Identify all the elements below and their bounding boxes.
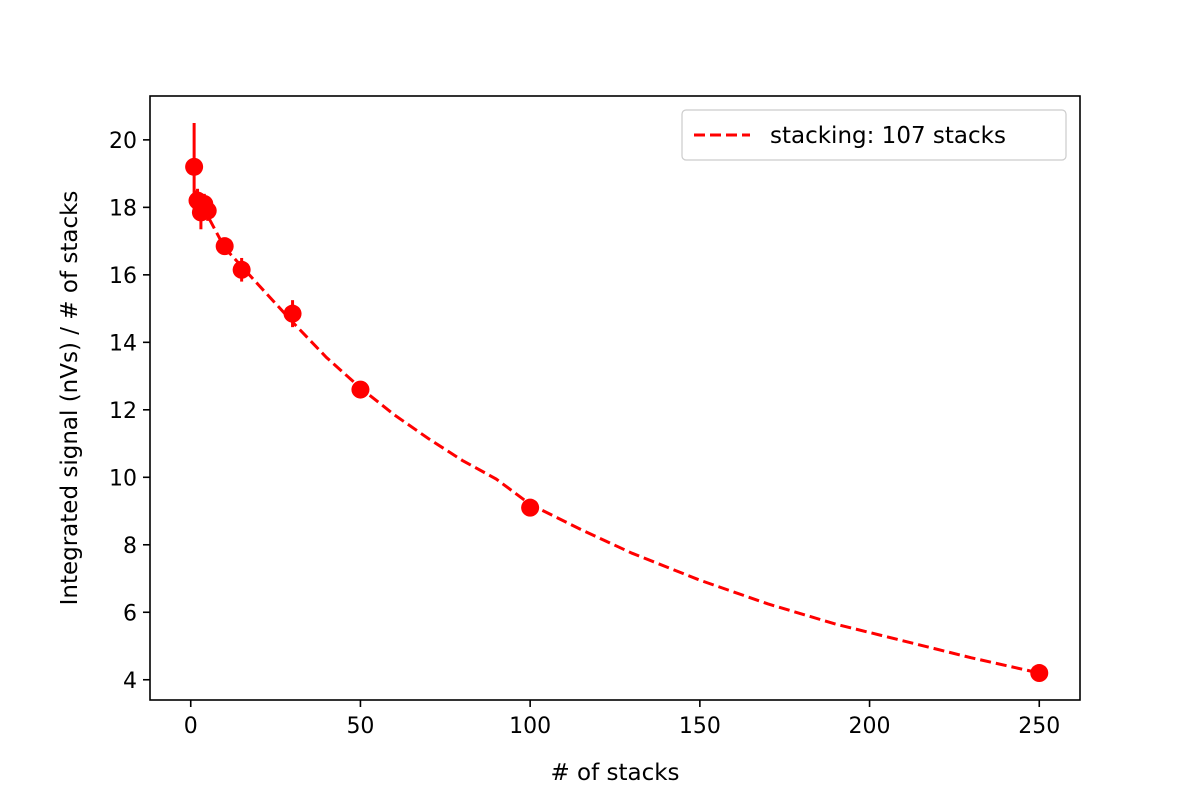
x-tick-label-0: 0 (184, 714, 198, 739)
y-tick-label-12: 12 (109, 399, 137, 424)
x-tick-label-100: 100 (509, 714, 551, 739)
legend-box (681, 109, 1067, 161)
data-point-4 (198, 201, 217, 220)
x-tick-label-250: 250 (1018, 714, 1060, 739)
y-tick-label-20: 20 (109, 129, 137, 154)
data-point-5 (215, 237, 234, 256)
fit-line (192, 189, 1040, 675)
x-axis-ticks: 0 50 100 150 200 250 (184, 700, 1060, 739)
y-tick-label-10: 10 (109, 466, 137, 491)
x-tick-label-150: 150 (679, 714, 721, 739)
data-point-9 (521, 498, 540, 517)
y-axis-ticks: 4 6 8 10 12 14 16 18 20 (109, 129, 150, 694)
y-tick-label-18: 18 (109, 196, 137, 221)
data-point-6 (232, 260, 251, 279)
data-point-0 (185, 157, 204, 176)
x-tick-label-200: 200 (849, 714, 891, 739)
data-point-7 (283, 304, 302, 323)
chart-marks (185, 122, 1049, 683)
y-tick-label-8: 8 (123, 534, 137, 559)
plot-area-frame (149, 95, 1081, 701)
x-axis-label: # of stacks (550, 760, 679, 786)
y-tick-label-16: 16 (109, 264, 137, 289)
y-tick-label-4: 4 (123, 669, 137, 694)
legend-label-fit: stacking: 107 stacks (770, 123, 1006, 149)
y-axis-label: Integrated signal (nVs) / # of stacks (57, 191, 83, 606)
y-tick-label-6: 6 (123, 601, 137, 626)
data-point-8 (351, 380, 370, 399)
data-point-10 (1030, 664, 1049, 683)
legend: stacking: 107 stacks (681, 109, 1067, 161)
y-tick-label-14: 14 (109, 331, 137, 356)
x-tick-label-50: 50 (346, 714, 374, 739)
